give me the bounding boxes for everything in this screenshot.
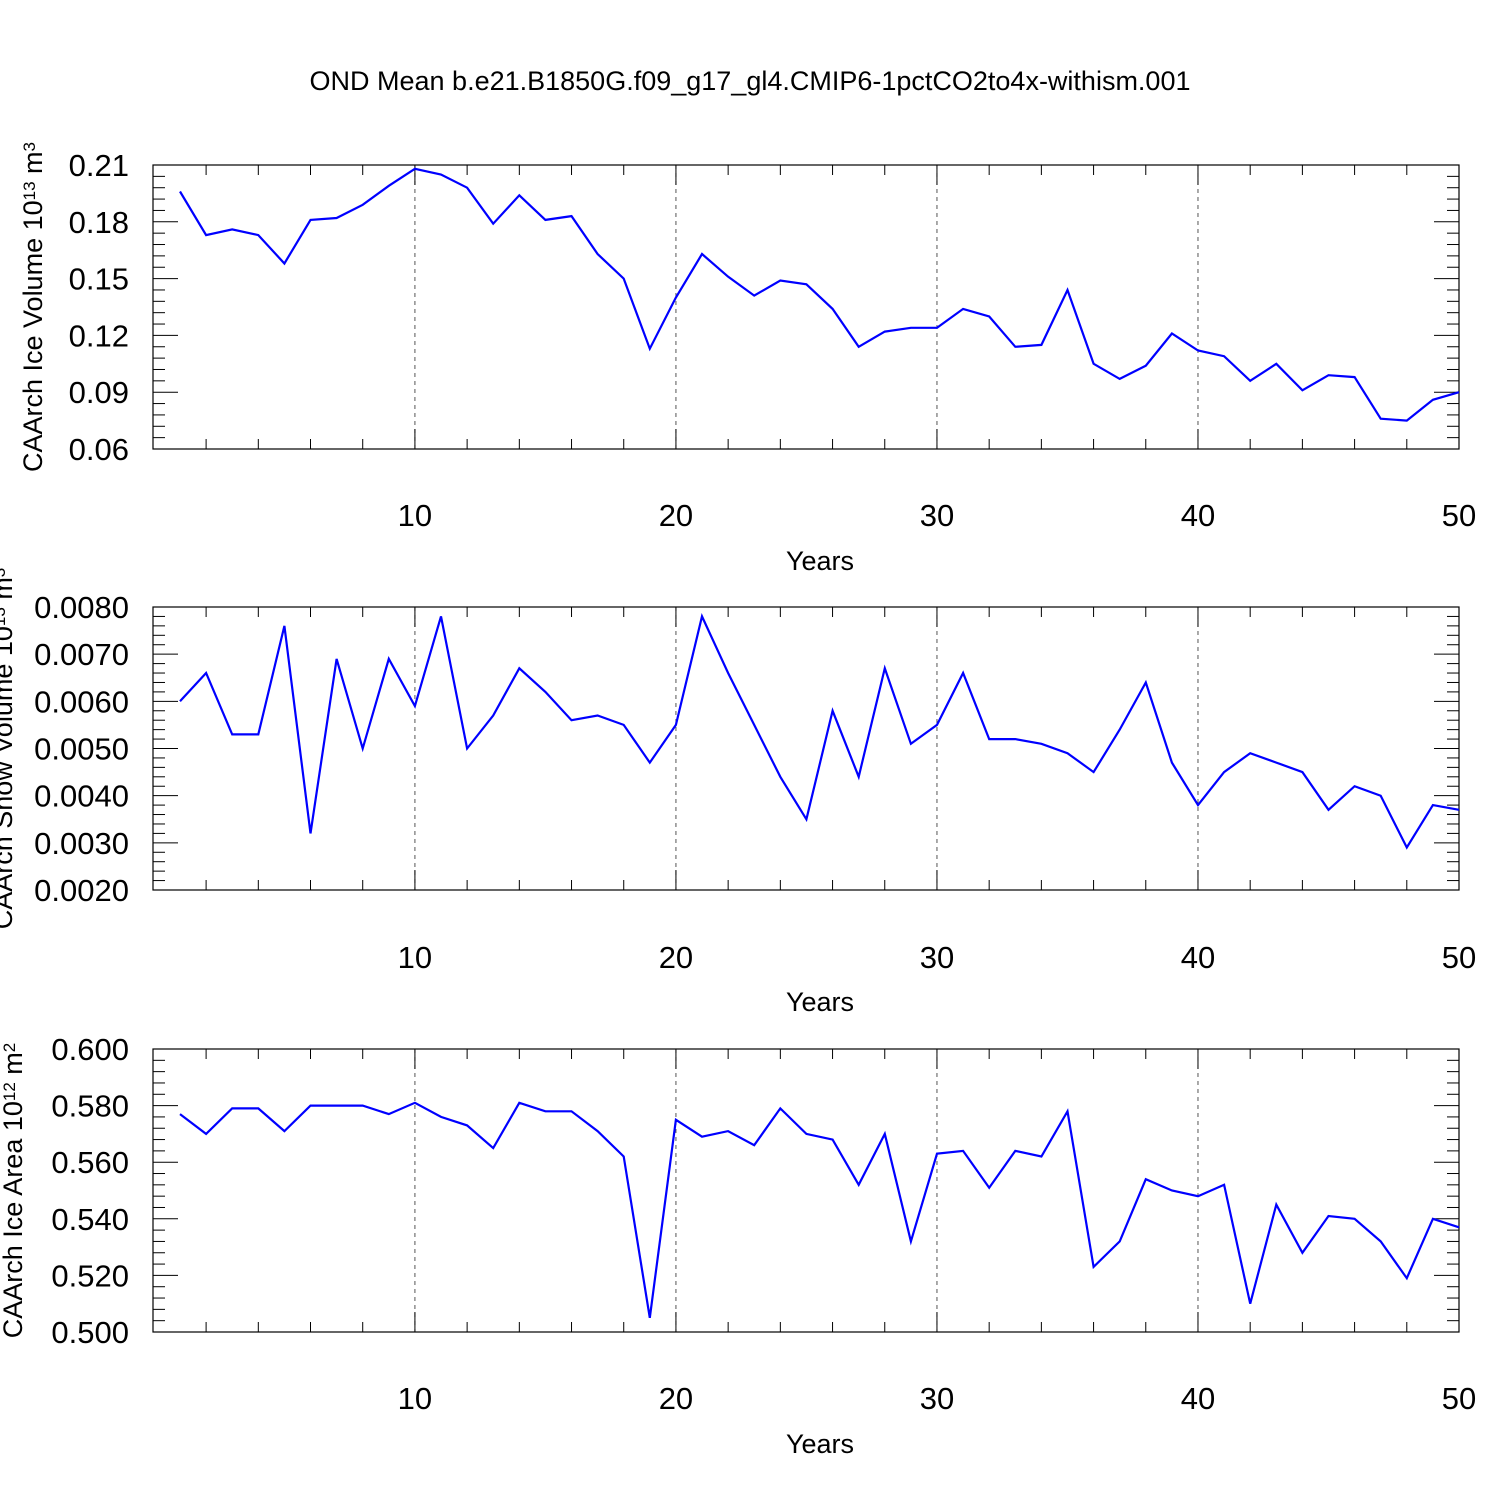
y-tick-label: 0.15 <box>69 262 129 297</box>
y-tick-label: 0.0070 <box>34 637 129 672</box>
plot-frame-3 <box>152 1048 1460 1333</box>
plot-frame-1 <box>152 164 1460 450</box>
y-tick-label: 0.09 <box>69 375 129 410</box>
x-tick-label: 40 <box>1181 940 1215 975</box>
y-tick-label: 0.500 <box>51 1315 129 1350</box>
x-tick-label: 10 <box>398 1381 432 1416</box>
x-tick-label: 20 <box>659 1381 693 1416</box>
series-line-3 <box>179 1101 1460 1318</box>
y-axis-title: CAArch Snow Volume 1013 m3 <box>0 568 18 930</box>
y-tick-label: 0.21 <box>69 148 129 183</box>
y-tick-label: 0.520 <box>51 1258 129 1293</box>
y-axis-title-superscript: 12 <box>0 1082 19 1101</box>
y-tick-label: 0.0020 <box>34 873 129 908</box>
y-tick-label: 0.06 <box>69 432 129 467</box>
x-tick-label: 50 <box>1442 940 1476 975</box>
y-tick-label: 0.540 <box>51 1202 129 1237</box>
x-axis-title: Years <box>786 546 854 576</box>
y-axis-title-part: CAArch Ice Area 10 <box>0 1101 28 1338</box>
y-axis-title-superscript: 13 <box>0 607 9 626</box>
y-axis-title-superscript: 3 <box>20 142 39 151</box>
series-line-1 <box>179 167 1460 422</box>
y-tick-label: 0.0050 <box>34 732 129 767</box>
plot-frame-2 <box>152 606 1460 891</box>
x-axis-title: Years <box>786 987 854 1017</box>
y-tick-label: 0.12 <box>69 318 129 353</box>
y-axis-title: CAArch Ice Volume 1013 m3 <box>18 142 48 472</box>
x-tick-label: 40 <box>1181 1381 1215 1416</box>
x-tick-label: 20 <box>659 940 693 975</box>
y-axis-title-superscript: 13 <box>20 181 39 200</box>
y-axis-title-part: m <box>0 1052 28 1082</box>
y-tick-label: 0.560 <box>51 1145 129 1180</box>
y-axis-title-part: m <box>18 151 48 181</box>
y-tick-label: 0.0040 <box>34 779 129 814</box>
y-tick-label: 0.0080 <box>34 590 129 625</box>
y-tick-label: 0.0060 <box>34 684 129 719</box>
x-tick-label: 30 <box>920 498 954 533</box>
x-axis-title: Years <box>786 1429 854 1459</box>
y-axis-title-part: CAArch Ice Volume 10 <box>18 200 48 472</box>
y-axis-title-superscript: 2 <box>0 1043 19 1052</box>
series-line-2 <box>179 613 1460 850</box>
y-tick-label: 0.18 <box>69 205 129 240</box>
y-tick-label: 0.0030 <box>34 826 129 861</box>
y-tick-label: 0.580 <box>51 1089 129 1124</box>
x-tick-label: 50 <box>1442 498 1476 533</box>
x-tick-label: 50 <box>1442 1381 1476 1416</box>
chart-title: OND Mean b.e21.B1850G.f09_g17_gl4.CMIP6-… <box>310 66 1191 96</box>
y-axis-title-superscript: 3 <box>0 568 9 577</box>
x-tick-label: 10 <box>398 498 432 533</box>
y-axis-title-part: CAArch Snow Volume 10 <box>0 626 18 929</box>
x-tick-label: 30 <box>920 1381 954 1416</box>
x-tick-label: 10 <box>398 940 432 975</box>
x-tick-label: 40 <box>1181 498 1215 533</box>
y-axis-title-part: m <box>0 577 18 607</box>
y-axis-title: CAArch Ice Area 1012 m2 <box>0 1043 28 1339</box>
x-tick-label: 20 <box>659 498 693 533</box>
x-tick-label: 30 <box>920 940 954 975</box>
y-tick-label: 0.600 <box>51 1032 129 1067</box>
